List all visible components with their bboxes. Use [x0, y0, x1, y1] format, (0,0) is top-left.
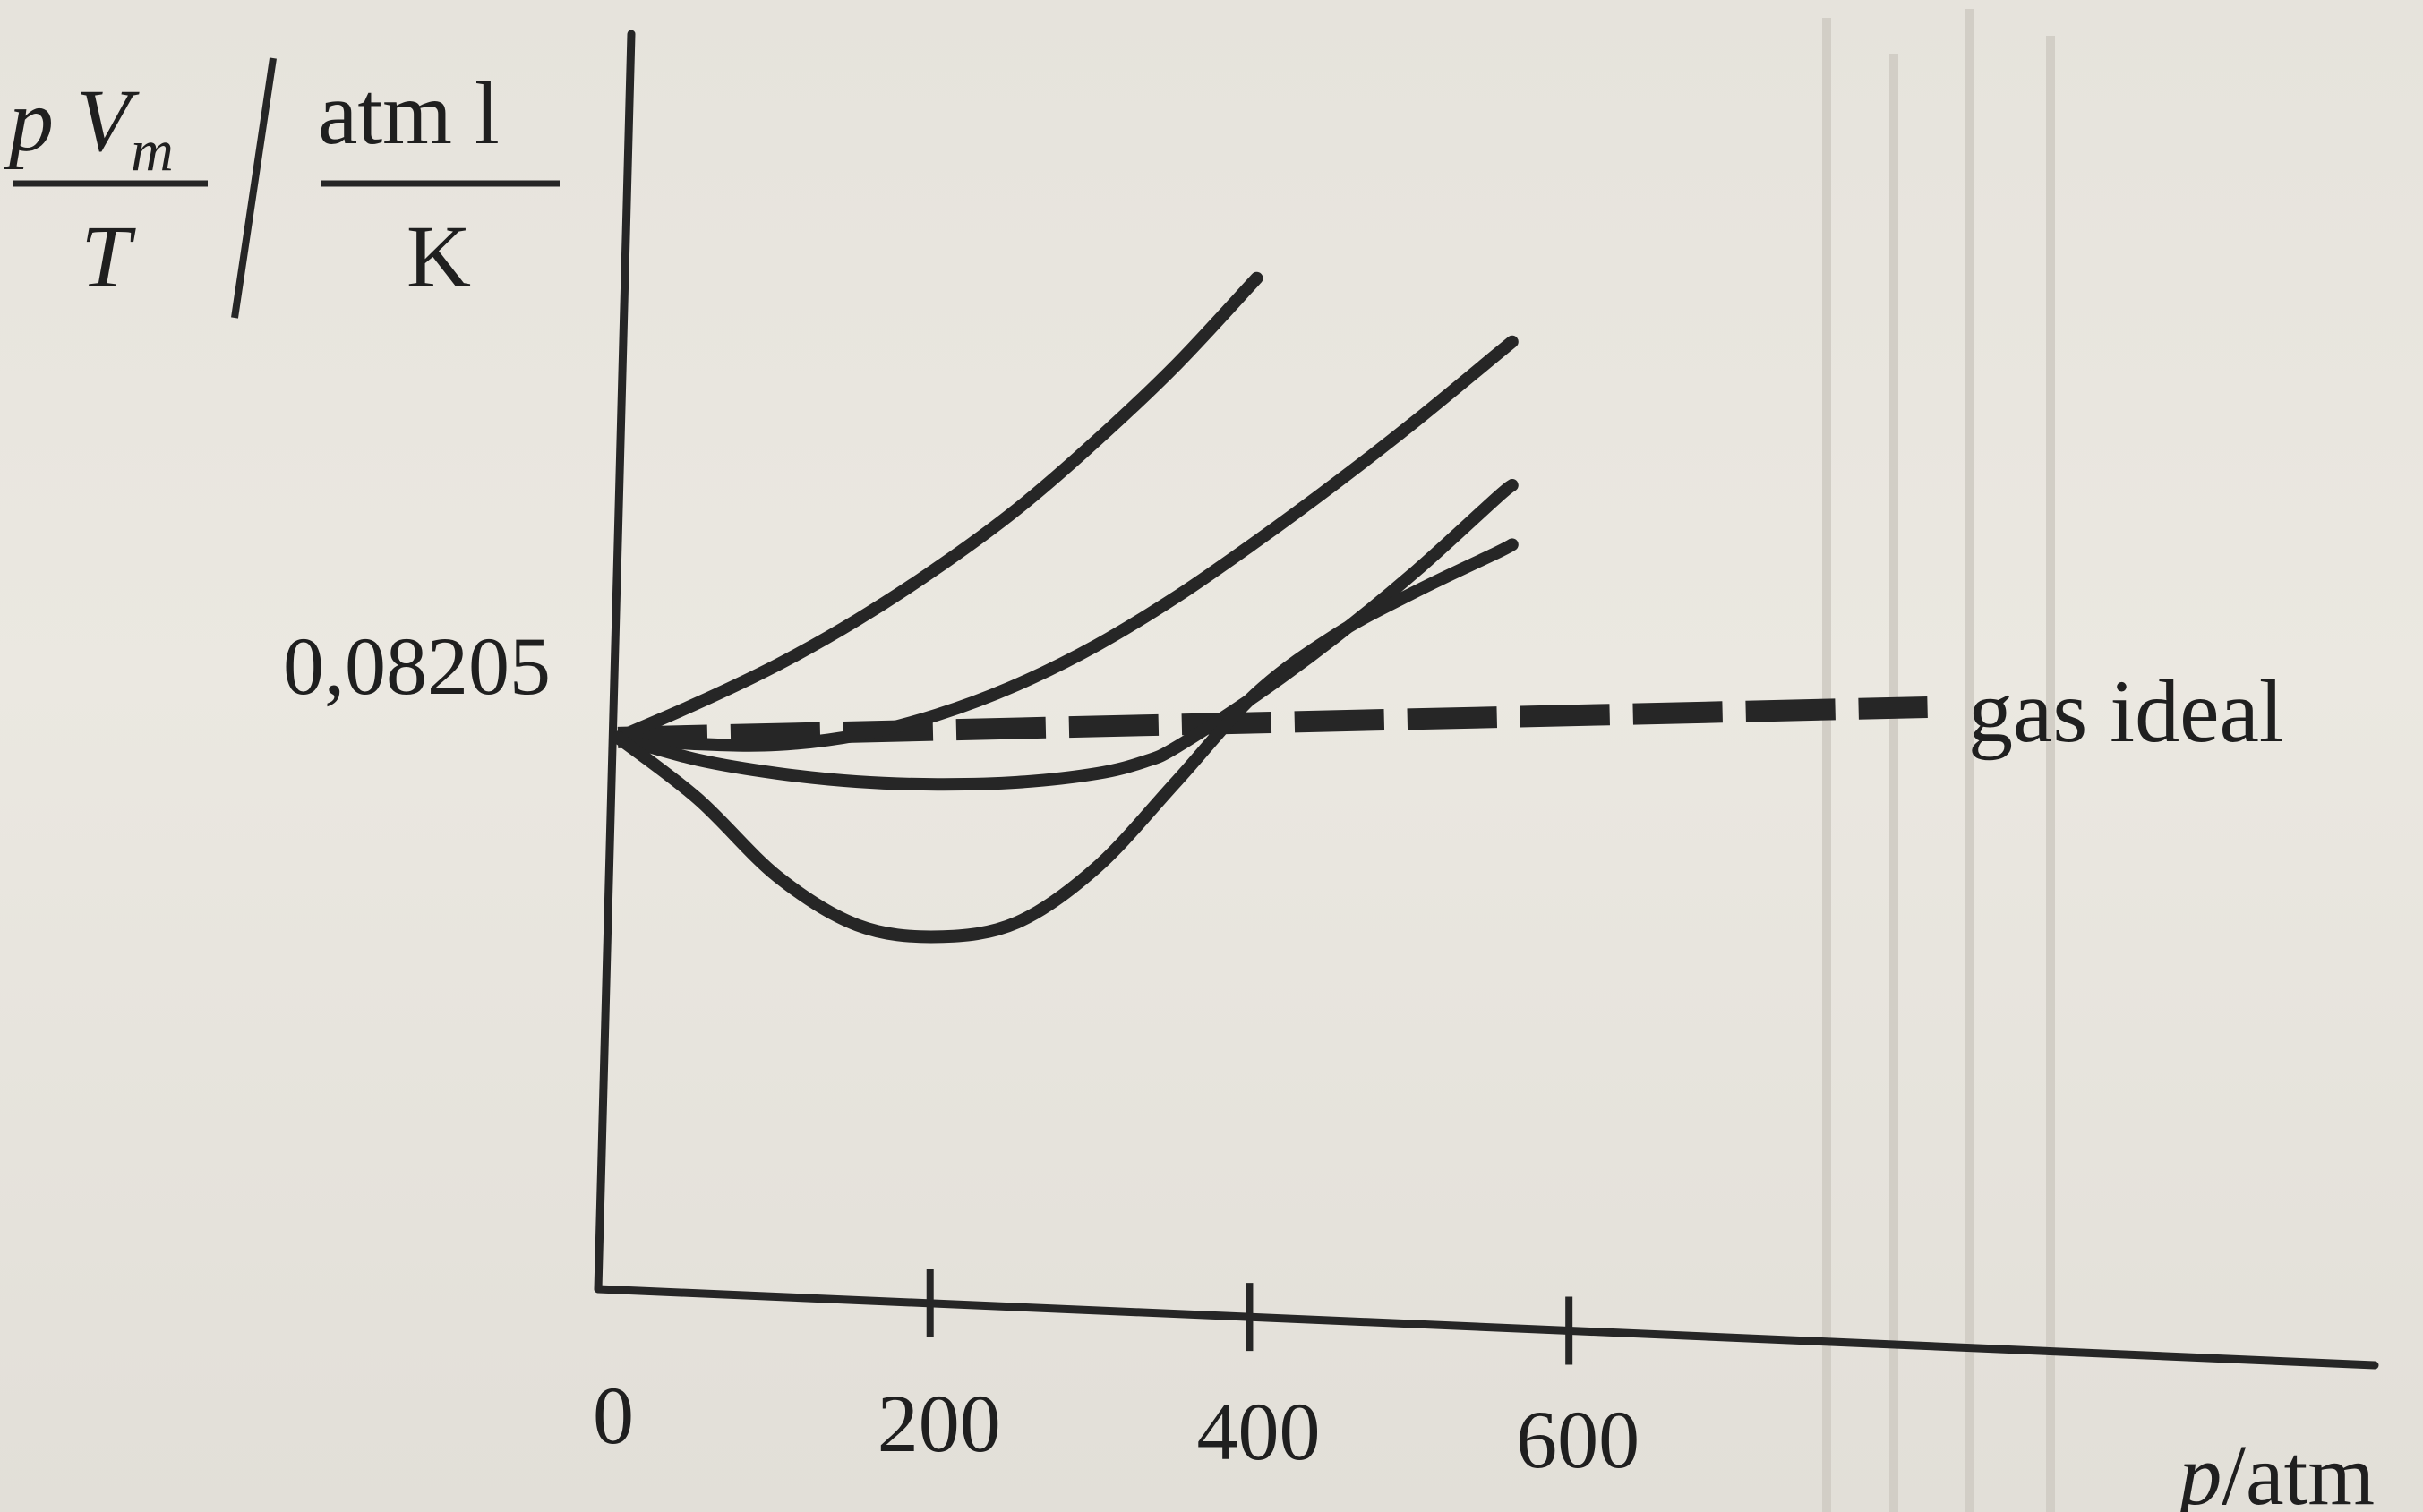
y-label-slash — [231, 57, 277, 319]
curve-1 — [612, 271, 1263, 744]
curve-2 — [612, 335, 1519, 752]
ideal-gas-line-group — [617, 696, 1928, 748]
x-axis-line — [594, 1285, 2379, 1370]
y-label-denominator-right: K — [407, 207, 471, 306]
x-axis-label: p/atm — [2173, 1427, 2375, 1512]
ideal-gas-line — [617, 696, 1928, 748]
y-reference-label: 0,08205 — [283, 620, 551, 712]
x-tick-label: 600 — [1516, 1394, 1640, 1485]
y-label-subscript: m — [131, 118, 174, 184]
x-tick-label: 200 — [878, 1378, 1001, 1469]
x-tick-label: 400 — [1196, 1386, 1320, 1477]
x-tick-label: 0 — [593, 1370, 634, 1461]
y-label-denominator-left: T — [81, 207, 136, 306]
bleed-through-background — [1822, 9, 2055, 1512]
axes — [594, 30, 2379, 1370]
curve-4 — [612, 538, 1519, 944]
x-axis-label-variable: p — [2173, 1427, 2222, 1512]
y-axis-line — [594, 30, 636, 1294]
y-label-numerator-left: p Vm — [4, 71, 174, 184]
x-axis-label-unit: /atm — [2222, 1427, 2375, 1512]
labels: 0 200 400 600 0,08205 gas ideal p/atm — [283, 620, 2375, 1512]
y-label-p: p — [4, 71, 76, 170]
curve-3 — [612, 479, 1519, 791]
y-label-v: V — [76, 71, 140, 170]
y-label-numerator-right: atm l — [318, 64, 500, 163]
ideal-gas-label: gas ideal — [1968, 662, 2284, 761]
curves — [612, 271, 1519, 944]
